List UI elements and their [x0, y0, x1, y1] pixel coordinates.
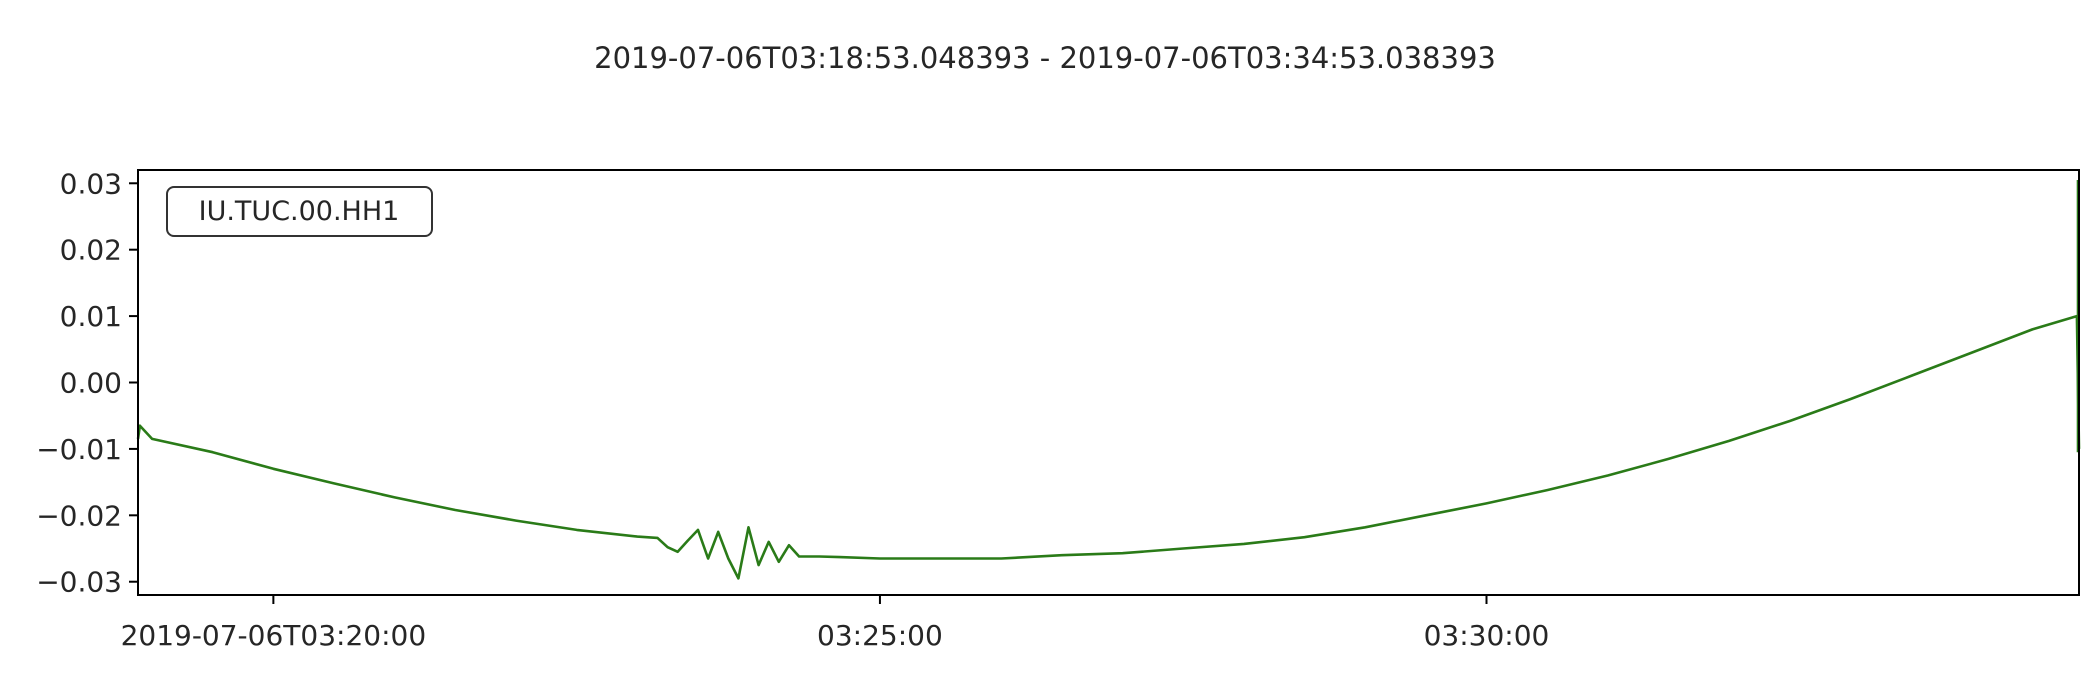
axes-frame	[137, 169, 2080, 596]
x-axis: 2019-07-06T03:20:00 03:25:00 03:30:00	[121, 595, 1550, 652]
trace-label-text: IU.TUC.00.HH1	[199, 196, 400, 227]
y-tick-label: 0.01	[60, 300, 122, 333]
y-tick-label: 0.00	[60, 367, 122, 400]
y-tick-label: −0.01	[36, 433, 122, 466]
y-axis: 0.03 0.02 0.01 0.00 −0.01 −0.02 −0.03	[36, 167, 138, 599]
y-tick-label: 0.02	[60, 234, 122, 267]
x-tick-label: 03:30:00	[1424, 619, 1550, 652]
trace-label: IU.TUC.00.HH1	[166, 186, 433, 237]
figure-title: 2019-07-06T03:18:53.048393 - 2019-07-06T…	[594, 41, 1496, 75]
trace-label-box	[166, 186, 433, 237]
y-tick-label: −0.03	[36, 566, 122, 599]
x-tick-label: 03:25:00	[817, 619, 943, 652]
series-line	[136, 314, 2081, 580]
x-tick-label: 2019-07-06T03:20:00	[121, 619, 427, 652]
plot-area	[136, 179, 2081, 580]
y-tick-label: −0.02	[36, 499, 122, 532]
y-tick-label: 0.03	[60, 167, 122, 200]
